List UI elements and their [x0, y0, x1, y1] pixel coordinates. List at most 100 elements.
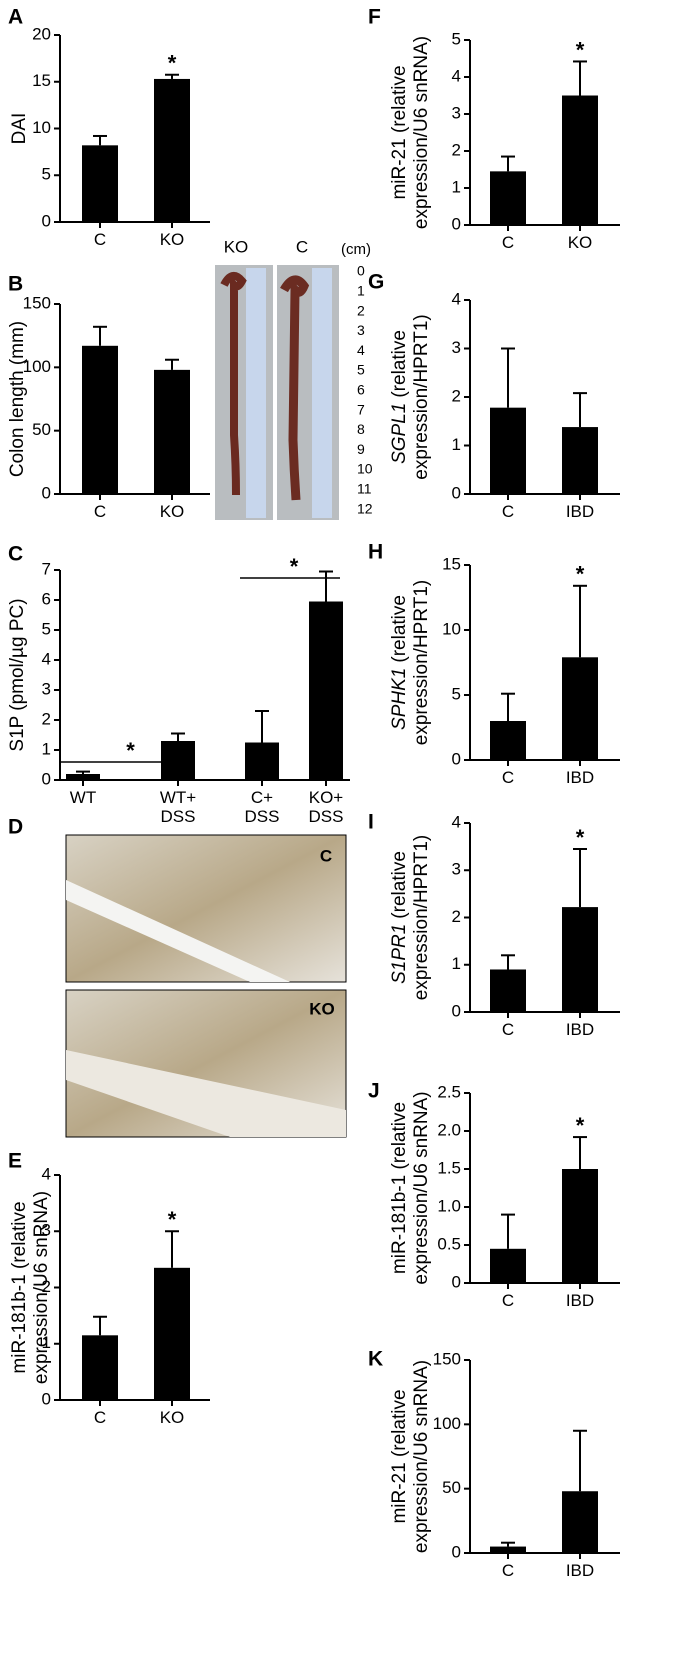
x-tick-label: IBD [565, 1561, 595, 1580]
significance-star: * [576, 1113, 585, 1138]
x-tick-label-box: C [501, 768, 515, 787]
panel-label: H [368, 541, 383, 564]
y-tick-label: 20 [32, 24, 51, 43]
bar [309, 601, 343, 780]
x-tick-label: WT [69, 788, 97, 807]
y-tick-label: 5 [452, 29, 461, 48]
bar [161, 741, 195, 780]
x-tick-label: C [501, 233, 515, 252]
y-tick-label: 4 [452, 812, 461, 831]
y-axis-label: S1P (pmol/µg PC) [7, 598, 28, 751]
bar [490, 721, 526, 760]
colon-photo [215, 265, 339, 520]
bar [490, 1546, 526, 1553]
bar [490, 969, 526, 1012]
x-tick-label: C [93, 502, 107, 521]
x-tick-label: WT+ DSS [159, 788, 197, 826]
y-tick-label: 15 [32, 71, 51, 90]
x-tick-label-box: C [501, 1291, 515, 1310]
x-tick-label-box: C [501, 1020, 515, 1039]
y-tick-label: 4 [452, 66, 461, 85]
y-tick-label: 5 [42, 619, 51, 638]
scale-label: 11 [357, 481, 372, 497]
scale-label: 6 [357, 382, 365, 398]
bar [82, 345, 118, 494]
y-tick-label: 10 [442, 619, 461, 638]
x-tick-label: C [501, 768, 515, 787]
y-tick-label: 4 [42, 1164, 51, 1183]
y-tick-label: 50 [32, 420, 51, 439]
colon [280, 275, 310, 501]
y-tick-label: 0 [452, 214, 461, 233]
y-tick-label: 1.0 [437, 1196, 461, 1215]
y-tick-label: 3 [42, 679, 51, 698]
photo-label: KO [224, 237, 249, 256]
y-tick-label: 1 [452, 954, 461, 973]
y-tick-label: 0 [42, 211, 51, 230]
x-tick-label: C [501, 1020, 515, 1039]
bar [562, 95, 598, 225]
x-tick-label: IBD [565, 1020, 595, 1039]
x-tick-label-box: KO [160, 1408, 185, 1427]
y-tick-label: 0 [452, 1001, 461, 1020]
scale-label: 4 [357, 342, 365, 358]
x-tick-label: KO+ DSS [308, 788, 344, 826]
bar [66, 774, 100, 780]
x-tick-label-box: IBD [566, 1291, 594, 1310]
y-axis-label: DAI [9, 113, 30, 145]
bar [490, 1248, 526, 1283]
y-tick-label: 1 [452, 435, 461, 454]
lumen [66, 880, 290, 982]
x-tick-label: C [501, 1291, 515, 1310]
y-tick-label: 1 [42, 1333, 51, 1352]
y-tick-label: 10 [32, 118, 51, 137]
y-tick-label: 2 [452, 386, 461, 405]
y-axis-label: expression/HPRT1) [411, 580, 432, 745]
panel-label: A [8, 6, 23, 29]
y-axis-label: S1PR1 (relative [389, 851, 410, 984]
y-axis-label: expression/HPRT1) [411, 835, 432, 1000]
ruler [246, 268, 266, 518]
y-tick-label: 3 [452, 338, 461, 357]
x-tick-label-box: C [501, 233, 515, 252]
y-axis-label: expression/HPRT1) [411, 314, 432, 479]
scale-label: 9 [357, 441, 365, 457]
panel-label: F [368, 6, 381, 29]
y-tick-label: 4 [42, 649, 51, 668]
bar [82, 1335, 118, 1400]
colon [220, 271, 247, 496]
bar [562, 907, 598, 1012]
y-tick-label: 2 [42, 709, 51, 728]
y-tick-label: 0 [42, 483, 51, 502]
photo-label: C [296, 237, 308, 256]
x-tick-label-box: IBD [565, 768, 595, 787]
significance-star: * [168, 51, 177, 76]
x-tick-label-box: C [94, 1408, 106, 1427]
y-tick-label: 1 [42, 739, 51, 758]
y-axis-label: expression/U6 snRNA) [31, 1191, 52, 1384]
bar [490, 407, 526, 494]
ruler [312, 268, 332, 518]
y-axis-label: expression/U6 snRNA) [411, 1091, 432, 1284]
y-axis-label-part: (relative [389, 595, 410, 663]
gene-name: SPHK1 [389, 668, 410, 730]
x-tick-label: IBD [565, 768, 595, 787]
y-tick-label: 100 [433, 1414, 461, 1433]
y-tick-label: 6 [42, 589, 51, 608]
significance-star: * [126, 738, 135, 763]
bar [562, 427, 598, 494]
significance-star: * [168, 1207, 177, 1232]
y-tick-label: 0 [452, 483, 461, 502]
bar [562, 1169, 598, 1283]
y-tick-label: 0 [452, 1272, 461, 1291]
y-tick-label: 7 [42, 559, 51, 578]
scale-label: 5 [357, 362, 365, 378]
x-tick-label-box: KO [160, 502, 185, 521]
y-tick-label: 3 [452, 103, 461, 122]
y-tick-label: 50 [442, 1478, 461, 1497]
y-tick-label: 0 [42, 1389, 51, 1408]
significance-star: * [576, 562, 585, 587]
y-tick-label: 2 [452, 140, 461, 159]
panel-label: I [368, 811, 374, 834]
y-tick-label: 150 [23, 293, 51, 312]
